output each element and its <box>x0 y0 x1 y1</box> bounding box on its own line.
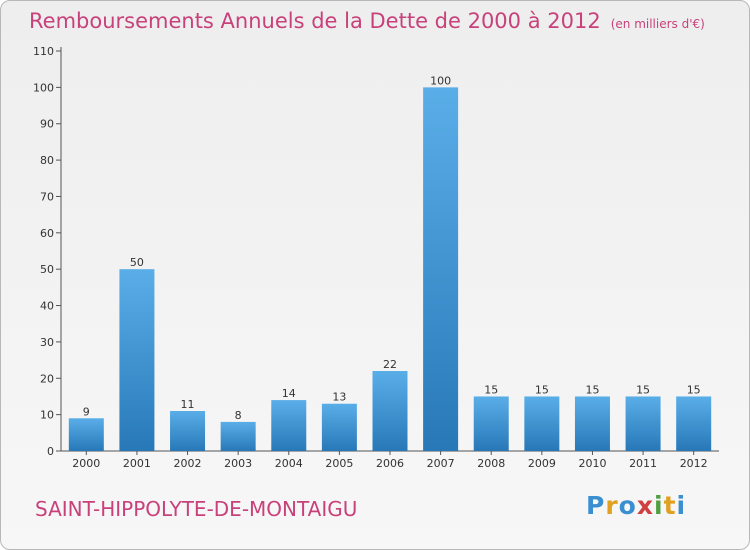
x-tick-label: 2003 <box>224 457 252 470</box>
town-name: SAINT-HIPPOLYTE-DE-MONTAIGU <box>35 497 358 521</box>
y-tick-label: 70 <box>40 190 54 203</box>
y-tick-label: 110 <box>33 45 54 58</box>
bar <box>473 396 509 451</box>
bar <box>68 418 104 451</box>
bars: 9 50 11 8 14 13 22 100 15 15 15 15 15 <box>68 74 712 451</box>
x-tick-label: 2004 <box>275 457 303 470</box>
bar <box>574 396 610 451</box>
y-tick-label: 100 <box>33 81 54 94</box>
logo-letter: P <box>586 491 606 520</box>
logo-letter: r <box>605 491 619 520</box>
x-tick-label: 2006 <box>376 457 404 470</box>
bar-value-label: 100 <box>430 74 451 87</box>
logo-letter: x <box>636 491 654 520</box>
bar-value-label: 8 <box>235 409 242 422</box>
x-tick-label: 2012 <box>680 457 708 470</box>
bar <box>321 403 357 451</box>
x-tick-label: 2008 <box>477 457 505 470</box>
bar <box>119 269 155 451</box>
bar-value-label: 15 <box>535 383 549 396</box>
y-tick-label: 50 <box>40 263 54 276</box>
chart-unit: (en milliers d'€) <box>610 17 705 31</box>
logo-letter: i <box>676 491 687 520</box>
x-tick-label: 2011 <box>629 457 657 470</box>
chart-title-text: Remboursements Annuels de la Dette de 20… <box>29 9 601 33</box>
bar-value-label: 9 <box>83 405 90 418</box>
bar-value-label: 15 <box>636 383 650 396</box>
y-tick-label: 40 <box>40 300 54 313</box>
logo-letter: t <box>663 491 677 520</box>
bar-value-label: 14 <box>282 387 296 400</box>
x-tick-label: 2000 <box>72 457 100 470</box>
chart-title: Remboursements Annuels de la Dette de 20… <box>29 9 705 33</box>
x-tick-label: 2001 <box>123 457 151 470</box>
y-tick-label: 20 <box>40 372 54 385</box>
y-tick-label: 10 <box>40 409 54 422</box>
x-tick-label: 2002 <box>174 457 202 470</box>
y-tick-label: 60 <box>40 227 54 240</box>
bar <box>170 411 206 451</box>
y-tick-label: 0 <box>47 445 54 458</box>
axes: 0 10 20 30 40 50 60 70 80 90 100 110 2000 2001 2002 200… <box>33 45 719 470</box>
x-tick-label: 2007 <box>427 457 455 470</box>
bar-value-label: 50 <box>130 256 144 269</box>
bar-value-label: 15 <box>585 383 599 396</box>
x-tick-label: 2005 <box>325 457 353 470</box>
x-tick-label: 2009 <box>528 457 556 470</box>
bar-value-label: 15 <box>484 383 498 396</box>
bar <box>676 396 712 451</box>
bar-value-label: 15 <box>687 383 701 396</box>
proxiti-logo: Proxiti <box>586 491 686 520</box>
bar <box>220 421 256 451</box>
bar <box>423 87 459 451</box>
bar-value-label: 11 <box>181 398 195 411</box>
x-tick-label: 2010 <box>578 457 606 470</box>
bar-value-label: 22 <box>383 358 397 371</box>
bar <box>625 396 661 451</box>
y-tick-label: 30 <box>40 336 54 349</box>
y-tick-label: 90 <box>40 118 54 131</box>
logo-letter: o <box>618 491 637 520</box>
bar <box>271 400 307 451</box>
bar <box>524 396 560 451</box>
bar-value-label: 13 <box>332 391 346 404</box>
y-tick-label: 80 <box>40 154 54 167</box>
logo-letter: i <box>654 491 664 520</box>
bar <box>372 371 408 451</box>
